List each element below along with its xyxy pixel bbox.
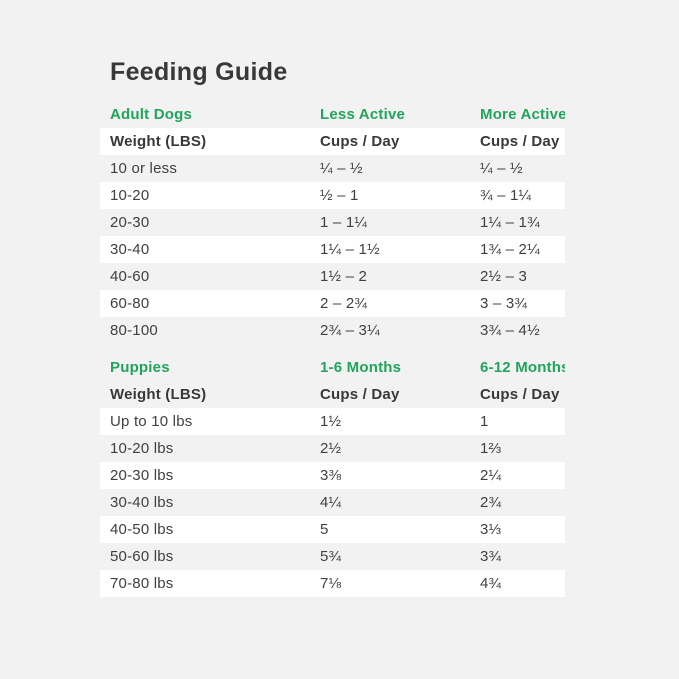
adult-dogs-table-row-cell: ¼ – ½ bbox=[480, 160, 523, 177]
puppies-table-row-cell: 10-20 lbs bbox=[110, 440, 174, 457]
adult-dogs-table-row-cell: 60-80 bbox=[110, 295, 150, 312]
adult-dogs-table-row-cell: 2 – 2¾ bbox=[320, 295, 368, 312]
puppies-table-row-cell: 3¾ bbox=[480, 548, 502, 565]
puppies-table-row: 30-40 lbs 4¼ 2¾ bbox=[100, 489, 565, 516]
puppies-table-row-cell: 1⅔ bbox=[480, 440, 502, 457]
adult-dogs-table-row-cell: 20-30 bbox=[110, 214, 150, 231]
adult-dogs-table-row: 30-40 1¼ – 1½ 1¾ – 2¼ bbox=[100, 236, 565, 263]
adult-dogs-table-row-cell: 3 – 3¾ bbox=[480, 295, 528, 312]
adult-dogs-section-header-row-cell: More Active bbox=[480, 106, 565, 123]
puppies-table-row: 50-60 lbs 5¾ 3¾ bbox=[100, 543, 565, 570]
puppies-table-row-cell: 1½ bbox=[320, 413, 342, 430]
puppies-section-header-row-cell: Puppies bbox=[110, 359, 170, 376]
puppies-table-row: 20-30 lbs 3⅜ 2¼ bbox=[100, 462, 565, 489]
feeding-guide-page: Feeding Guide Adult Dogs Less Active More … bbox=[100, 58, 565, 597]
adult-dogs-section-header-row-cell: Less Active bbox=[320, 106, 406, 123]
adult-dogs-table-row: 10 or less ¼ – ½ ¼ – ½ bbox=[100, 155, 565, 182]
puppies-column-header-row-cell: Weight (LBS) bbox=[110, 386, 207, 403]
puppies-table-row-cell: 7⅛ bbox=[320, 575, 342, 592]
adult-dogs-column-header-row: Weight (LBS) Cups / Day Cups / Day bbox=[100, 128, 565, 155]
puppies-table-row-cell: 3⅓ bbox=[480, 521, 502, 538]
adult-dogs-table-row-cell: ¾ – 1¼ bbox=[480, 187, 532, 204]
adult-dogs-table-row: 10-20 ½ – 1 ¾ – 1¼ bbox=[100, 182, 565, 209]
adult-dogs-table-row-cell: 10 or less bbox=[110, 160, 178, 177]
adult-dogs-table-row-cell: 10-20 bbox=[110, 187, 150, 204]
adult-dogs-column-header-row-cell: Cups / Day bbox=[480, 133, 560, 150]
adult-dogs-table-row: 20-30 1 – 1¼ 1¼ – 1¾ bbox=[100, 209, 565, 236]
puppies-section-header-row-cell: 1-6 Months bbox=[320, 359, 402, 376]
adult-dogs-table-row-cell: 30-40 bbox=[110, 241, 150, 258]
puppies-table-row-cell: 2¾ bbox=[480, 494, 502, 511]
puppies-table-row-cell: 5¾ bbox=[320, 548, 342, 565]
adult-dogs-section-header-row: Adult Dogs Less Active More Active bbox=[100, 101, 565, 128]
puppies-table-row-cell: 30-40 lbs bbox=[110, 494, 174, 511]
puppies-table-row-cell: 20-30 lbs bbox=[110, 467, 174, 484]
puppies-table: Puppies 1-6 Months 6-12 Months Weight (LBS)… bbox=[100, 354, 565, 597]
adult-dogs-section-header-row-cell: Adult Dogs bbox=[110, 106, 192, 123]
adult-dogs-table-row-cell: 1 – 1¼ bbox=[320, 214, 368, 231]
puppies-table-row-cell: 4¼ bbox=[320, 494, 342, 511]
adult-dogs-table-row-cell: 3¾ – 4½ bbox=[480, 322, 540, 339]
puppies-table-row: 40-50 lbs 5 3⅓ bbox=[100, 516, 565, 543]
adult-dogs-column-header-row-cell: Weight (LBS) bbox=[110, 133, 207, 150]
adult-dogs-table-row: 80-100 2¾ – 3¼ 3¾ – 4½ bbox=[100, 317, 565, 344]
puppies-table-row-cell: 50-60 lbs bbox=[110, 548, 174, 565]
adult-dogs-table-row: 40-60 1½ – 2 2½ – 3 bbox=[100, 263, 565, 290]
adult-dogs-table-row-cell: 1¼ – 1½ bbox=[320, 241, 380, 258]
puppies-table-row-cell: 2¼ bbox=[480, 467, 502, 484]
puppies-table-row-cell: 3⅜ bbox=[320, 467, 342, 484]
puppies-column-header-row: Weight (LBS) Cups / Day Cups / Day bbox=[100, 381, 565, 408]
puppies-table-row-cell: 2½ bbox=[320, 440, 342, 457]
adult-dogs-table-row-cell: 2½ – 3 bbox=[480, 268, 528, 285]
puppies-table-row-cell: 40-50 lbs bbox=[110, 521, 174, 538]
adult-dogs-table-row: 60-80 2 – 2¾ 3 – 3¾ bbox=[100, 290, 565, 317]
puppies-column-header-row-cell: Cups / Day bbox=[320, 386, 400, 403]
adult-dogs-table-row-cell: 2¾ – 3¼ bbox=[320, 322, 380, 339]
puppies-table-row-cell: Up to 10 lbs bbox=[110, 413, 193, 430]
puppies-section-header-row-cell: 6-12 Months bbox=[480, 359, 565, 376]
adult-dogs-table-row-cell: 40-60 bbox=[110, 268, 150, 285]
puppies-section-header-row: Puppies 1-6 Months 6-12 Months bbox=[100, 354, 565, 381]
adult-dogs-table-row-cell: 1¼ – 1¾ bbox=[480, 214, 540, 231]
adult-dogs-table-row-cell: 1¾ – 2¼ bbox=[480, 241, 540, 258]
puppies-table-row-cell: 1 bbox=[480, 413, 489, 430]
adult-dogs-table-row-cell: ¼ – ½ bbox=[320, 160, 363, 177]
puppies-table-row-cell: 5 bbox=[320, 521, 329, 538]
puppies-table-row-cell: 70-80 lbs bbox=[110, 575, 174, 592]
puppies-table-row: Up to 10 lbs 1½ 1 bbox=[100, 408, 565, 435]
puppies-table-row-cell: 4¾ bbox=[480, 575, 502, 592]
adult-dogs-column-header-row-cell: Cups / Day bbox=[320, 133, 400, 150]
page-title: Feeding Guide bbox=[110, 58, 288, 86]
puppies-table-row: 70-80 lbs 7⅛ 4¾ bbox=[100, 570, 565, 597]
puppies-table-row: 10-20 lbs 2½ 1⅔ bbox=[100, 435, 565, 462]
adult-dogs-table-row-cell: 80-100 bbox=[110, 322, 158, 339]
adult-dogs-table-row-cell: ½ – 1 bbox=[320, 187, 359, 204]
adult-dogs-table: Adult Dogs Less Active More Active Weight (… bbox=[100, 101, 565, 344]
adult-dogs-table-row-cell: 1½ – 2 bbox=[320, 268, 368, 285]
puppies-column-header-row-cell: Cups / Day bbox=[480, 386, 560, 403]
